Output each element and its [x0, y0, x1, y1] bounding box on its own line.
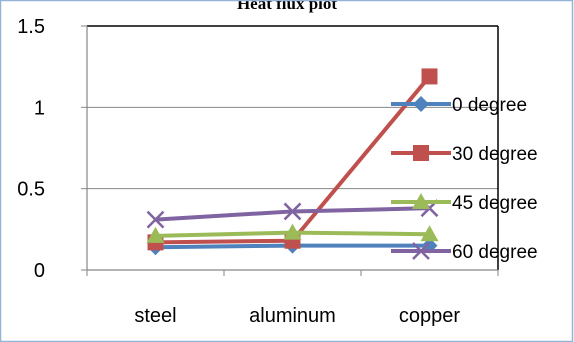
y-tick-label: 1	[34, 97, 45, 119]
data-point-3-0	[146, 210, 165, 229]
x-tick-label-copper: copper	[399, 305, 460, 327]
y-tick-label: 0.5	[17, 179, 45, 201]
chart-title: Heat flux plot	[236, 0, 338, 13]
legend-label-3: 60 degree	[452, 242, 538, 263]
data-point-1-2	[421, 68, 438, 85]
legend-label-1: 30 degree	[452, 144, 538, 165]
legend-marker-3	[412, 242, 430, 260]
data-point-2-1	[283, 223, 302, 240]
y-tick-label: 1.5	[17, 16, 45, 38]
data-point-2-2	[420, 225, 439, 242]
x-tick-label-steel: steel	[134, 305, 176, 327]
legend-marker-0	[413, 96, 429, 112]
data-point-3-1	[283, 202, 302, 221]
legend-marker-2	[412, 193, 430, 209]
x-tick-label-aluminum: aluminum	[249, 305, 336, 327]
legend-label-2: 45 degree	[452, 193, 538, 214]
legend-label-0: 0 degree	[452, 95, 527, 116]
legend-marker-1	[413, 145, 429, 161]
data-point-2-0	[146, 226, 165, 243]
y-tick-label: 0	[34, 260, 45, 282]
